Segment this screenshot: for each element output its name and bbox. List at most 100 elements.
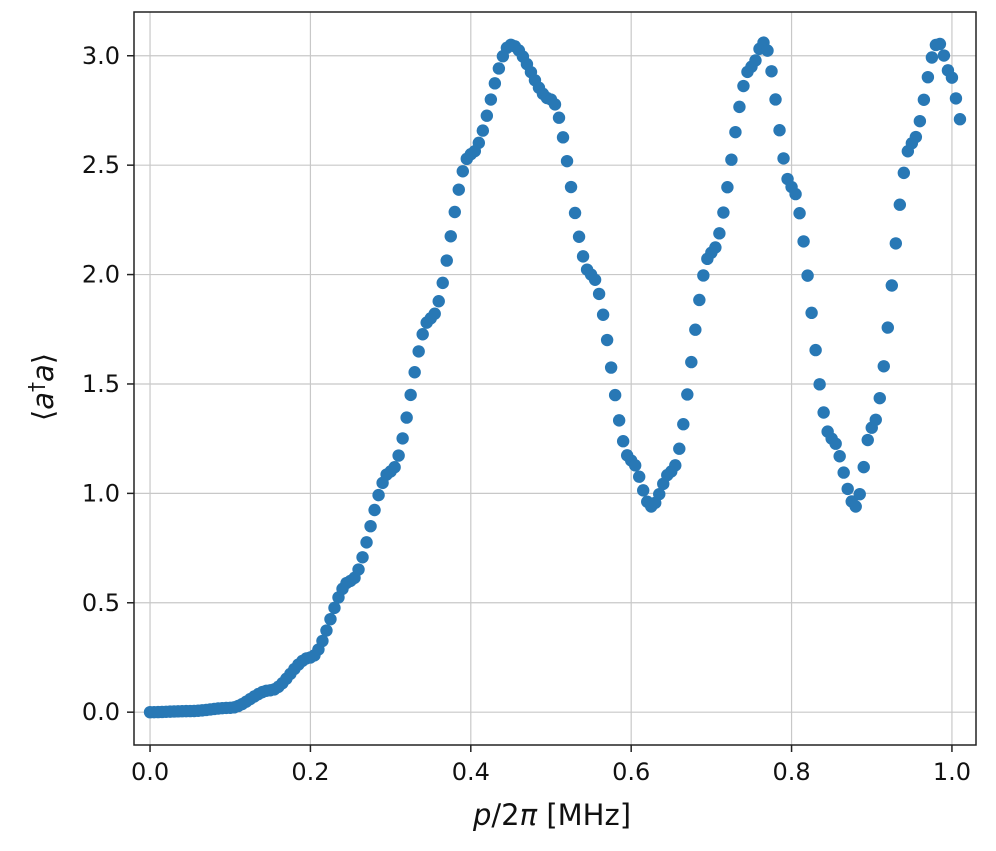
- data-point: [925, 51, 939, 64]
- data-point: [937, 49, 951, 62]
- data-point: [588, 273, 602, 286]
- data-point: [320, 624, 333, 637]
- data-point: [877, 360, 890, 373]
- data-point: [400, 411, 413, 424]
- data-point: [428, 307, 441, 320]
- data-point: [809, 343, 822, 357]
- y-tick-label: 3.0: [82, 42, 120, 70]
- data-point: [440, 254, 453, 267]
- data-point: [328, 601, 341, 615]
- data-point: [681, 388, 694, 401]
- data-point: [761, 44, 774, 57]
- data-point: [693, 293, 706, 307]
- x-tick-label: 0.0: [131, 758, 169, 786]
- data-point: [677, 418, 690, 431]
- data-point: [600, 333, 614, 347]
- data-point: [685, 355, 698, 369]
- x-tick-label: 0.4: [452, 758, 490, 786]
- data-point: [893, 198, 907, 211]
- data-point: [841, 482, 854, 496]
- data-point: [897, 166, 911, 180]
- data-point: [316, 634, 329, 648]
- data-point: [813, 378, 826, 391]
- data-point: [765, 65, 778, 78]
- data-point: [737, 79, 750, 93]
- data-point: [717, 206, 730, 219]
- data-point: [564, 180, 578, 194]
- data-point: [889, 237, 903, 250]
- data-point: [777, 152, 790, 165]
- data-point: [396, 432, 409, 445]
- data-point: [364, 519, 377, 533]
- data-point: [909, 130, 923, 144]
- data-point: [921, 70, 935, 84]
- data-point: [596, 308, 610, 321]
- data-point: [673, 442, 686, 455]
- data-point: [837, 466, 850, 479]
- data-point: [572, 230, 586, 243]
- data-point: [628, 459, 642, 472]
- data-point: [857, 460, 870, 474]
- data-point: [885, 279, 898, 292]
- data-point: [805, 306, 818, 320]
- data-point: [448, 205, 461, 219]
- plot-frame: [133, 11, 977, 746]
- data-point: [416, 328, 429, 341]
- data-points: [143, 36, 967, 719]
- y-tick-label: 1.5: [82, 370, 120, 398]
- data-point: [372, 488, 385, 502]
- data-point: [945, 71, 959, 84]
- data-point: [356, 551, 369, 564]
- data-point: [833, 450, 846, 463]
- data-point: [953, 113, 967, 126]
- data-point: [797, 235, 810, 248]
- data-point: [709, 241, 722, 254]
- grid: [134, 12, 976, 745]
- data-point: [616, 435, 630, 448]
- data-point: [793, 207, 806, 220]
- data-point: [933, 37, 947, 51]
- x-tick-label: 0.2: [291, 758, 329, 786]
- x-tick-label: 1.0: [933, 758, 971, 786]
- data-point: [576, 250, 590, 263]
- data-point: [769, 93, 782, 106]
- y-axis-ticks: 0.0 0.5 1.0 1.5 2.0 2.5 3.0: [82, 42, 134, 726]
- data-point: [488, 77, 502, 90]
- data-point: [881, 321, 894, 334]
- data-point: [324, 612, 337, 626]
- data-point: [861, 433, 874, 447]
- data-point: [432, 295, 445, 308]
- y-tick-label: 1.0: [82, 479, 120, 507]
- data-point: [801, 269, 814, 282]
- x-axis-ticks: 0.0 0.2 0.4 0.6 0.8 1.0: [131, 745, 971, 786]
- data-point: [789, 187, 802, 201]
- x-tick-label: 0.6: [612, 758, 650, 786]
- data-point: [873, 391, 886, 405]
- data-point: [352, 563, 365, 576]
- data-point: [637, 484, 650, 497]
- data-point: [917, 93, 931, 107]
- data-point: [869, 413, 882, 426]
- data-point: [388, 461, 401, 474]
- data-point: [633, 470, 646, 483]
- data-point: [713, 227, 726, 240]
- y-tick-label: 0.5: [82, 589, 120, 617]
- data-point: [568, 206, 582, 220]
- data-point: [436, 276, 449, 290]
- data-point: [749, 54, 762, 67]
- data-point: [829, 437, 842, 450]
- data-point: [853, 487, 866, 501]
- x-tick-label: 0.8: [772, 758, 810, 786]
- data-point: [368, 503, 381, 517]
- y-tick-label: 2.5: [82, 151, 120, 179]
- data-point: [392, 449, 405, 462]
- data-point: [721, 181, 734, 194]
- data-point: [733, 100, 746, 114]
- data-point: [560, 154, 574, 168]
- data-point: [949, 92, 963, 105]
- data-point: [456, 165, 469, 178]
- data-point: [612, 414, 626, 427]
- data-point: [444, 230, 457, 243]
- data-point: [472, 136, 486, 150]
